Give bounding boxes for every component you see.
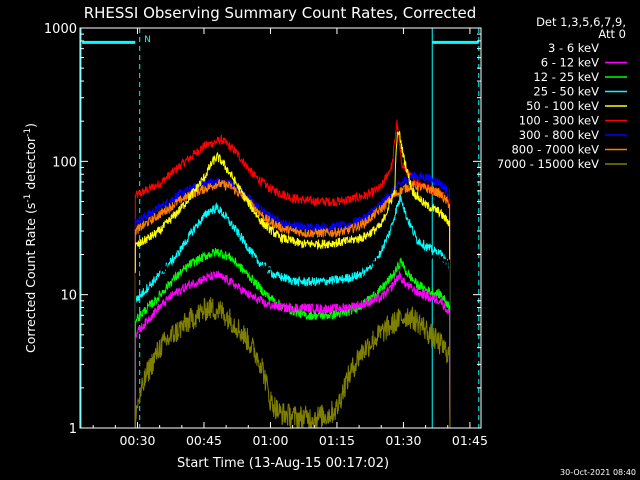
y-axis-label-end: ) [23,123,38,128]
legend-label-7: 800 - 7000 keV [511,143,599,157]
night-marker-label: N [144,35,151,45]
legend-label-2: 12 - 25 keV [533,70,599,84]
series-line-100-300-kev [134,119,451,429]
x-axis-label: Start Time (13-Aug-15 00:17:02) [177,456,389,471]
legend-label-5: 100 - 300 keV [519,114,599,128]
y-axis-ticks: 1 10 100 1000 [44,22,481,437]
x-tick-label-1: 00:45 [186,433,222,448]
y-axis-label-sup2: -1 [23,128,33,137]
chart-title: RHESSI Observing Summary Count Rates, Co… [84,4,477,22]
x-tick-label-3: 01:15 [319,433,355,448]
y-tick-label-1: 10 [60,289,77,304]
y-tick-label-3: 1000 [44,22,77,37]
x-tick-label-5: 01:45 [452,433,488,448]
legend-label-1: 6 - 12 keV [541,56,599,70]
series-line-3-6-kev [134,249,451,429]
legend-label-8: 7000 - 15000 keV [497,157,599,171]
plot-frame [79,27,482,429]
series-line-50-100-kev [134,130,451,429]
footer-timestamp: 30-Oct-2021 08:40 [560,468,636,477]
legend-label-3: 25 - 50 keV [533,85,599,99]
x-tick-label-0: 00:30 [119,433,155,448]
y-axis-label-mid: detector [23,136,38,194]
x-tick-label-2: 01:00 [252,433,288,448]
y-axis-label: Corrected Count Rate (s-1 detector-1) [23,123,38,353]
series-line-6-12-kev [134,270,451,429]
series-line-300-800-kev [134,171,451,429]
legend-header-line-2: Att 0 [598,27,626,41]
y-tick-label-0: 1 [69,422,77,437]
series-line-7000-15000-kev [134,296,451,429]
x-axis-ticks: 00:30 00:45 01:00 01:15 01:30 01:45 [92,28,488,448]
y-tick-label-2: 100 [52,155,77,170]
legend-label-6: 300 - 800 keV [519,128,599,142]
plot-curves [134,119,451,429]
series-line-800-7000-kev [134,179,451,429]
y-axis-label-sup1: -1 [23,194,33,203]
y-axis-label-main: Corrected Count Rate (s [23,203,38,353]
plot-markers: N [80,28,480,428]
legend-label-4: 50 - 100 keV [526,99,599,113]
x-tick-label-4: 01:30 [385,433,421,448]
plot-axes [79,27,482,429]
legend-header-line-1: Det 1,3,5,6,7,9, [536,15,626,29]
legend-label-0: 3 - 6 keV [548,41,599,55]
series-line-25-50-kev [134,194,451,429]
